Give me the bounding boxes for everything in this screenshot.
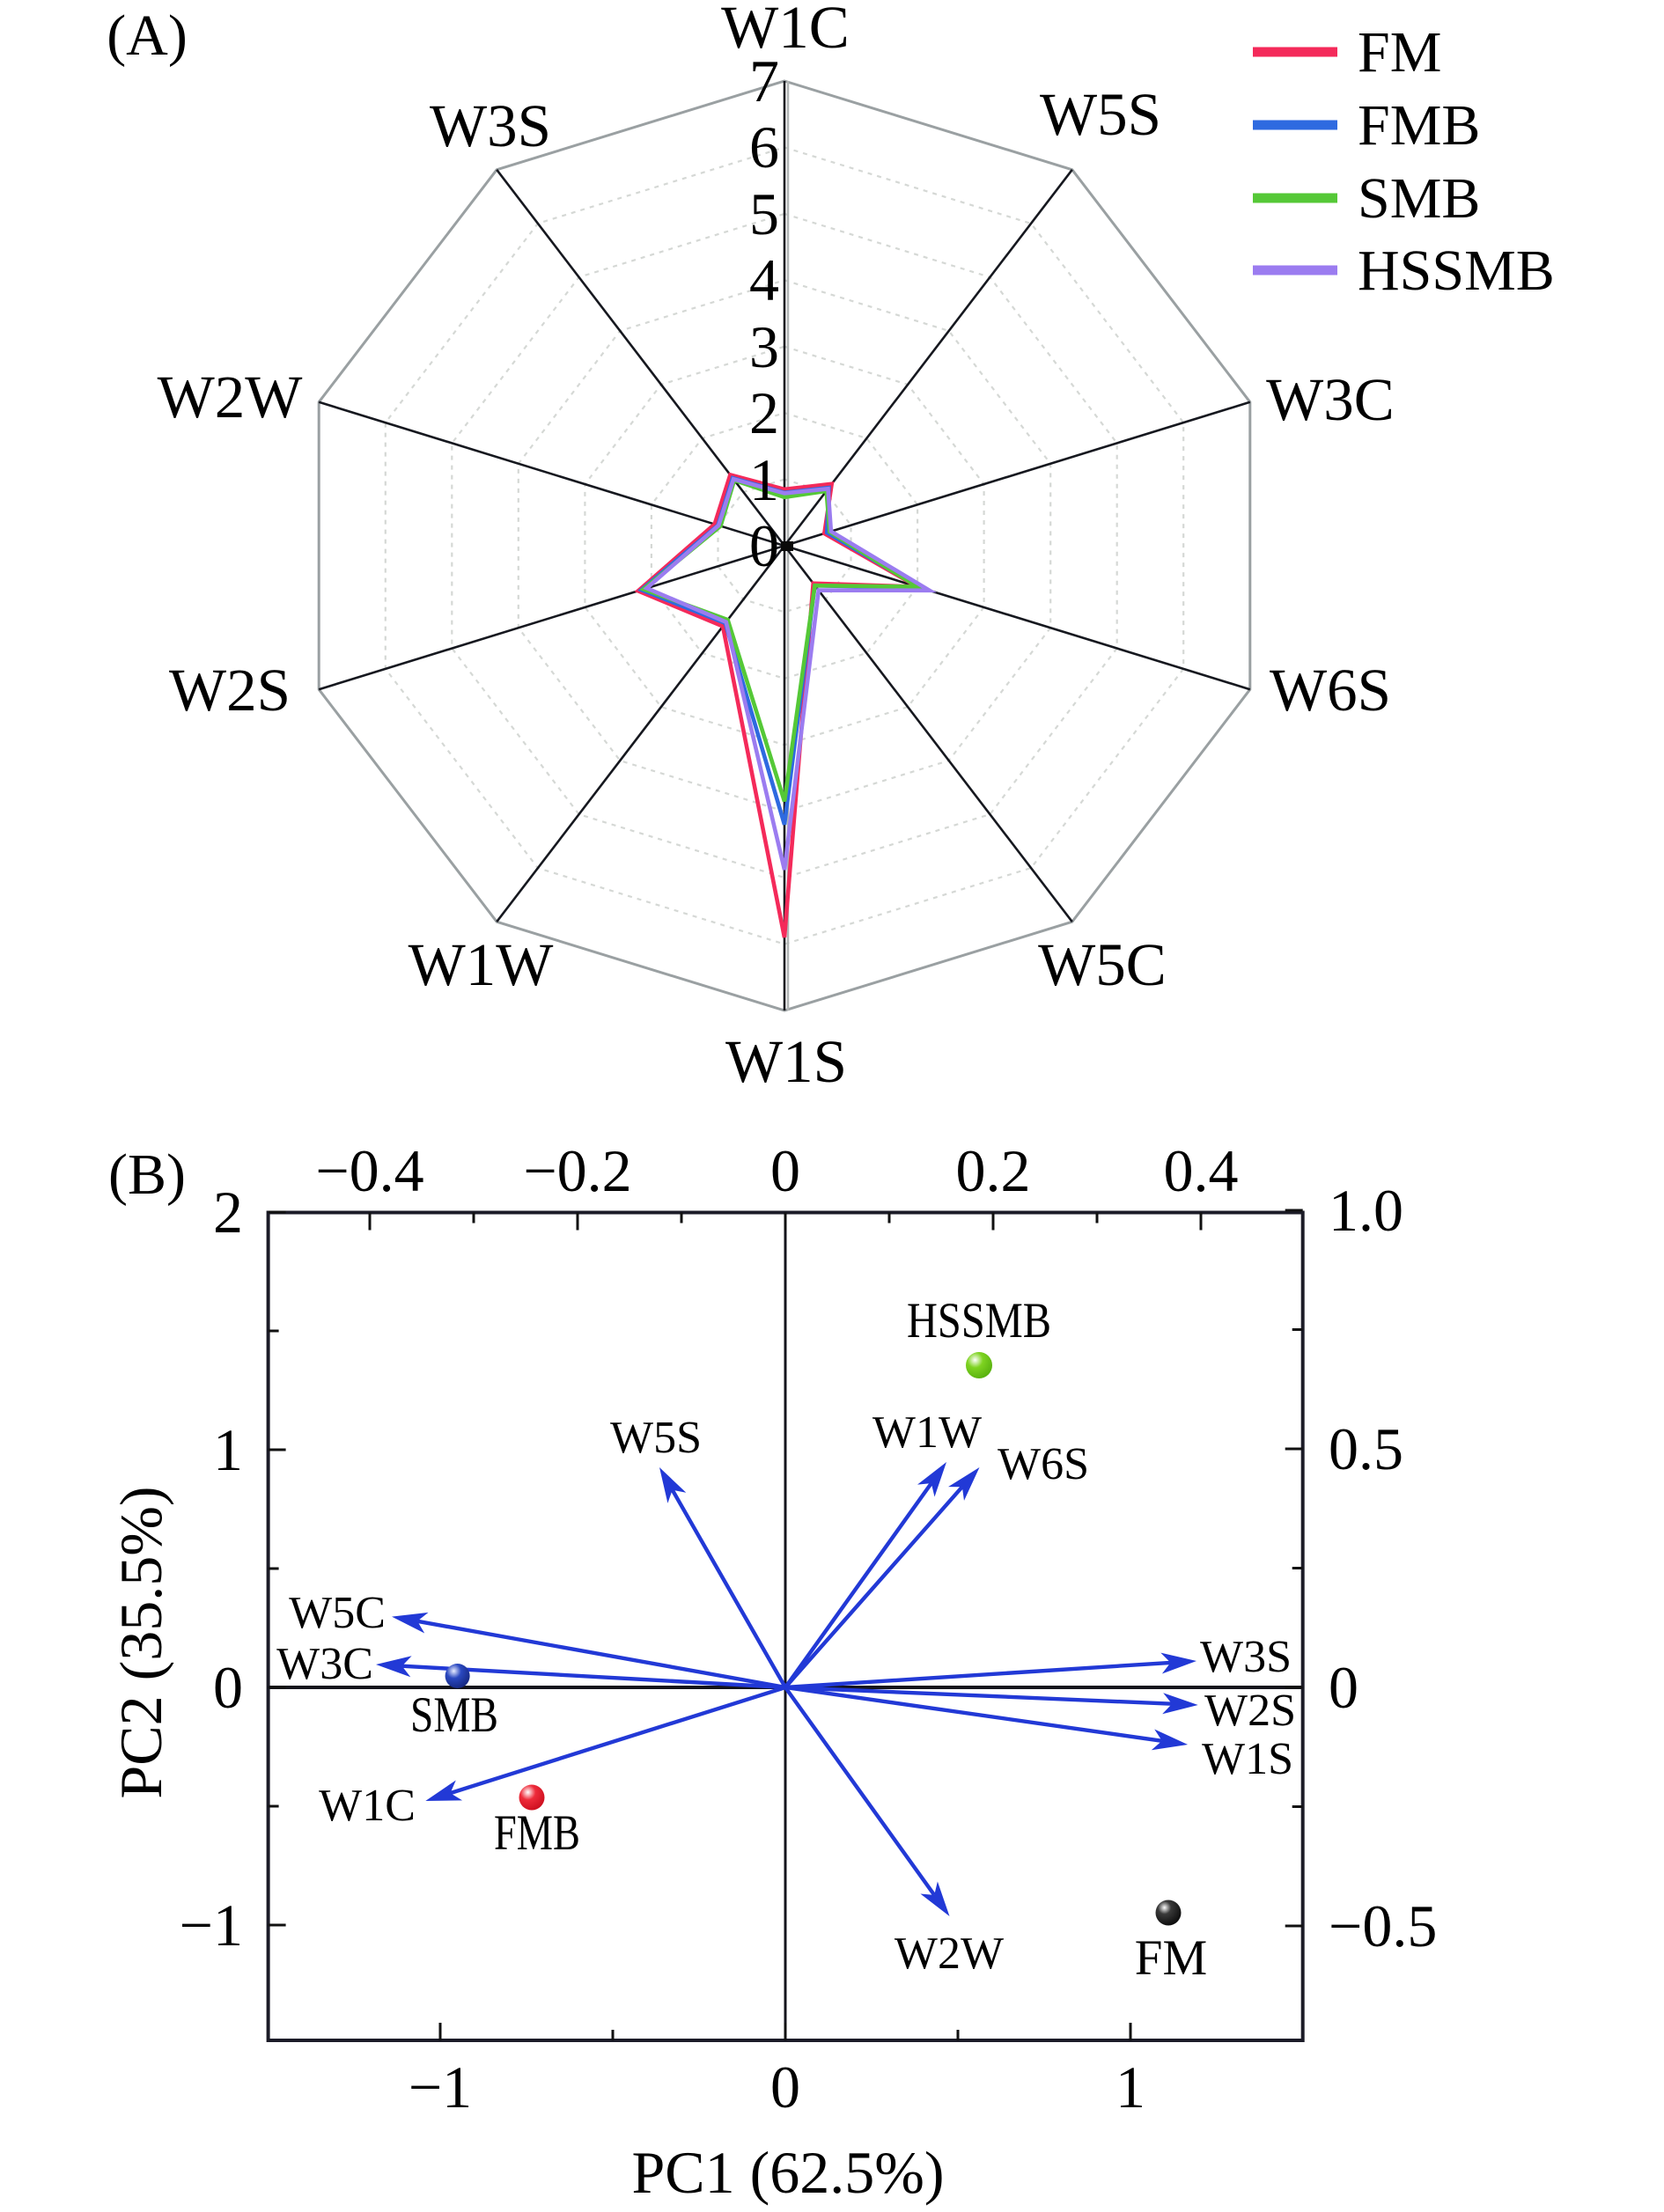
svg-text:2: 2 — [213, 1179, 243, 1246]
svg-text:7: 7 — [749, 48, 779, 114]
svg-text:6: 6 — [749, 114, 779, 180]
svg-text:HSSMB: HSSMB — [907, 1293, 1051, 1349]
svg-text:SMB: SMB — [410, 1687, 498, 1743]
svg-text:HSSMB: HSSMB — [1358, 239, 1555, 303]
svg-text:W6S: W6S — [1270, 657, 1391, 724]
svg-text:FMB: FMB — [1358, 93, 1480, 158]
svg-text:−0.2: −0.2 — [523, 1137, 631, 1204]
svg-text:−1: −1 — [180, 1892, 243, 1958]
svg-text:5: 5 — [749, 180, 779, 247]
svg-text:−1: −1 — [409, 2054, 472, 2120]
svg-text:W3S: W3S — [1200, 1632, 1292, 1682]
svg-text:0: 0 — [213, 1654, 243, 1721]
svg-text:W5C: W5C — [1038, 931, 1167, 998]
svg-text:FM: FM — [1135, 1930, 1207, 1986]
svg-text:0.2: 0.2 — [956, 1137, 1031, 1204]
svg-text:W6S: W6S — [998, 1439, 1089, 1489]
svg-text:W3S: W3S — [430, 92, 551, 159]
svg-text:W3C: W3C — [276, 1639, 373, 1689]
svg-text:0: 0 — [1329, 1654, 1358, 1721]
svg-text:PC2 (35.5%): PC2 (35.5%) — [107, 1486, 174, 1798]
svg-text:(B): (B) — [108, 1143, 186, 1207]
svg-text:0.4: 0.4 — [1164, 1137, 1239, 1204]
svg-text:1: 1 — [1115, 2054, 1145, 2120]
svg-text:0.5: 0.5 — [1329, 1415, 1403, 1482]
svg-text:3: 3 — [749, 313, 779, 380]
svg-text:0: 0 — [749, 512, 779, 579]
svg-text:SMB: SMB — [1358, 166, 1480, 231]
svg-text:2: 2 — [749, 379, 779, 446]
svg-text:W5S: W5S — [1040, 81, 1161, 148]
svg-text:−0.4: −0.4 — [315, 1137, 423, 1204]
svg-text:W1S: W1S — [1202, 1734, 1293, 1784]
svg-text:1: 1 — [749, 446, 779, 513]
svg-text:W1S: W1S — [725, 1028, 847, 1095]
svg-text:0: 0 — [770, 1137, 800, 1204]
svg-text:(A): (A) — [107, 4, 188, 68]
svg-text:0: 0 — [770, 2054, 800, 2120]
svg-text:W2W: W2W — [895, 1929, 1004, 1979]
svg-text:W3C: W3C — [1266, 366, 1395, 433]
svg-text:PC1 (62.5%): PC1 (62.5%) — [631, 2139, 944, 2206]
svg-text:W5C: W5C — [289, 1588, 386, 1638]
svg-text:1: 1 — [213, 1416, 243, 1483]
svg-text:W5S: W5S — [610, 1413, 702, 1463]
svg-text:4: 4 — [749, 246, 779, 313]
svg-text:W2S: W2S — [1204, 1686, 1296, 1736]
svg-text:FMB: FMB — [494, 1805, 580, 1861]
svg-text:W1W: W1W — [872, 1407, 982, 1458]
svg-text:W1W: W1W — [409, 931, 554, 998]
svg-text:−0.5: −0.5 — [1329, 1892, 1437, 1959]
svg-text:W1C: W1C — [721, 0, 850, 61]
svg-text:W2S: W2S — [169, 657, 291, 724]
svg-text:1.0: 1.0 — [1329, 1177, 1403, 1244]
svg-text:FM: FM — [1358, 20, 1441, 85]
svg-text:W2W: W2W — [158, 364, 303, 430]
svg-text:W1C: W1C — [319, 1781, 416, 1831]
